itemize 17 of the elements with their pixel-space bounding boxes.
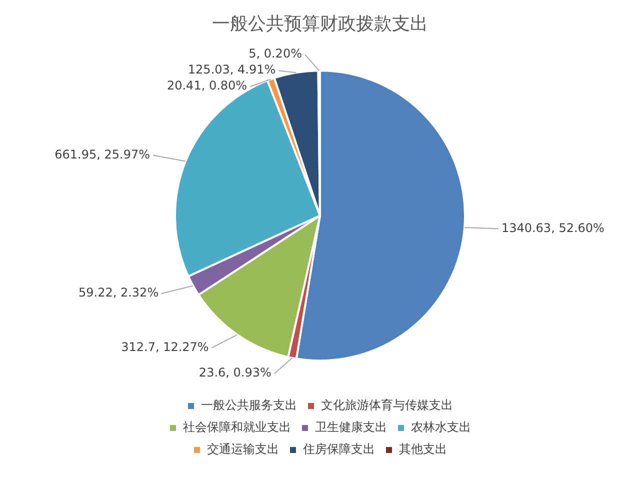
data-label: 312.7, 12.27% xyxy=(121,340,209,354)
legend-label: 农林水支出 xyxy=(411,420,471,434)
legend-label: 一般公共服务支出 xyxy=(201,398,297,412)
legend-label: 社会保障和就业支出 xyxy=(183,420,291,434)
legend-label: 交通运输支出 xyxy=(207,442,279,456)
data-label: 23.6, 0.93% xyxy=(198,366,272,380)
data-label: 5, 0.20% xyxy=(248,46,302,61)
data-label: 661.95, 25.97% xyxy=(54,147,150,162)
chart-title: 一般公共预算财政拨款支出 xyxy=(212,13,428,34)
legend-label: 卫生健康支出 xyxy=(315,420,387,434)
legend-label: 住房保障支出 xyxy=(302,442,375,456)
legend-label: 其他支出 xyxy=(399,442,447,456)
data-label: 20.41, 0.80% xyxy=(166,78,248,93)
legend-label: 文化旅游体育与传媒支出 xyxy=(321,398,453,412)
data-label: 125.03, 4.91% xyxy=(188,62,276,77)
data-label: 59.22, 2.32% xyxy=(78,286,159,300)
data-label: 1340.63, 52.60% xyxy=(501,220,604,235)
